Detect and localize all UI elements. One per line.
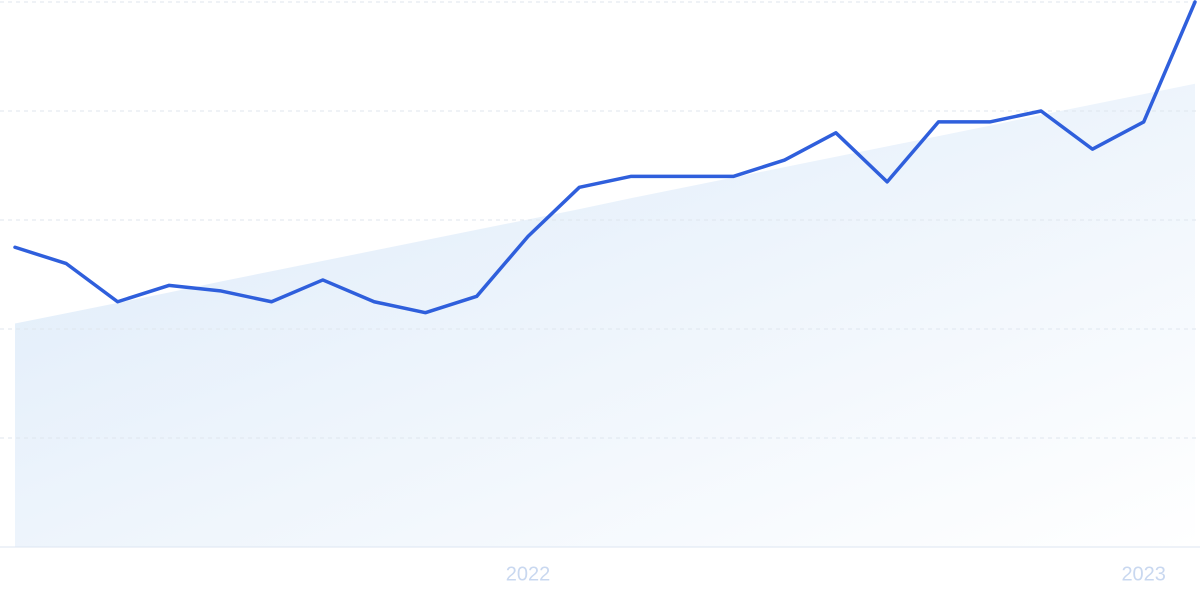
x-tick-label: 2023 bbox=[1121, 563, 1166, 585]
trend-area bbox=[15, 83, 1195, 547]
trend-line bbox=[13, 0, 1197, 315]
x-tick-label: 2022 bbox=[506, 563, 551, 585]
